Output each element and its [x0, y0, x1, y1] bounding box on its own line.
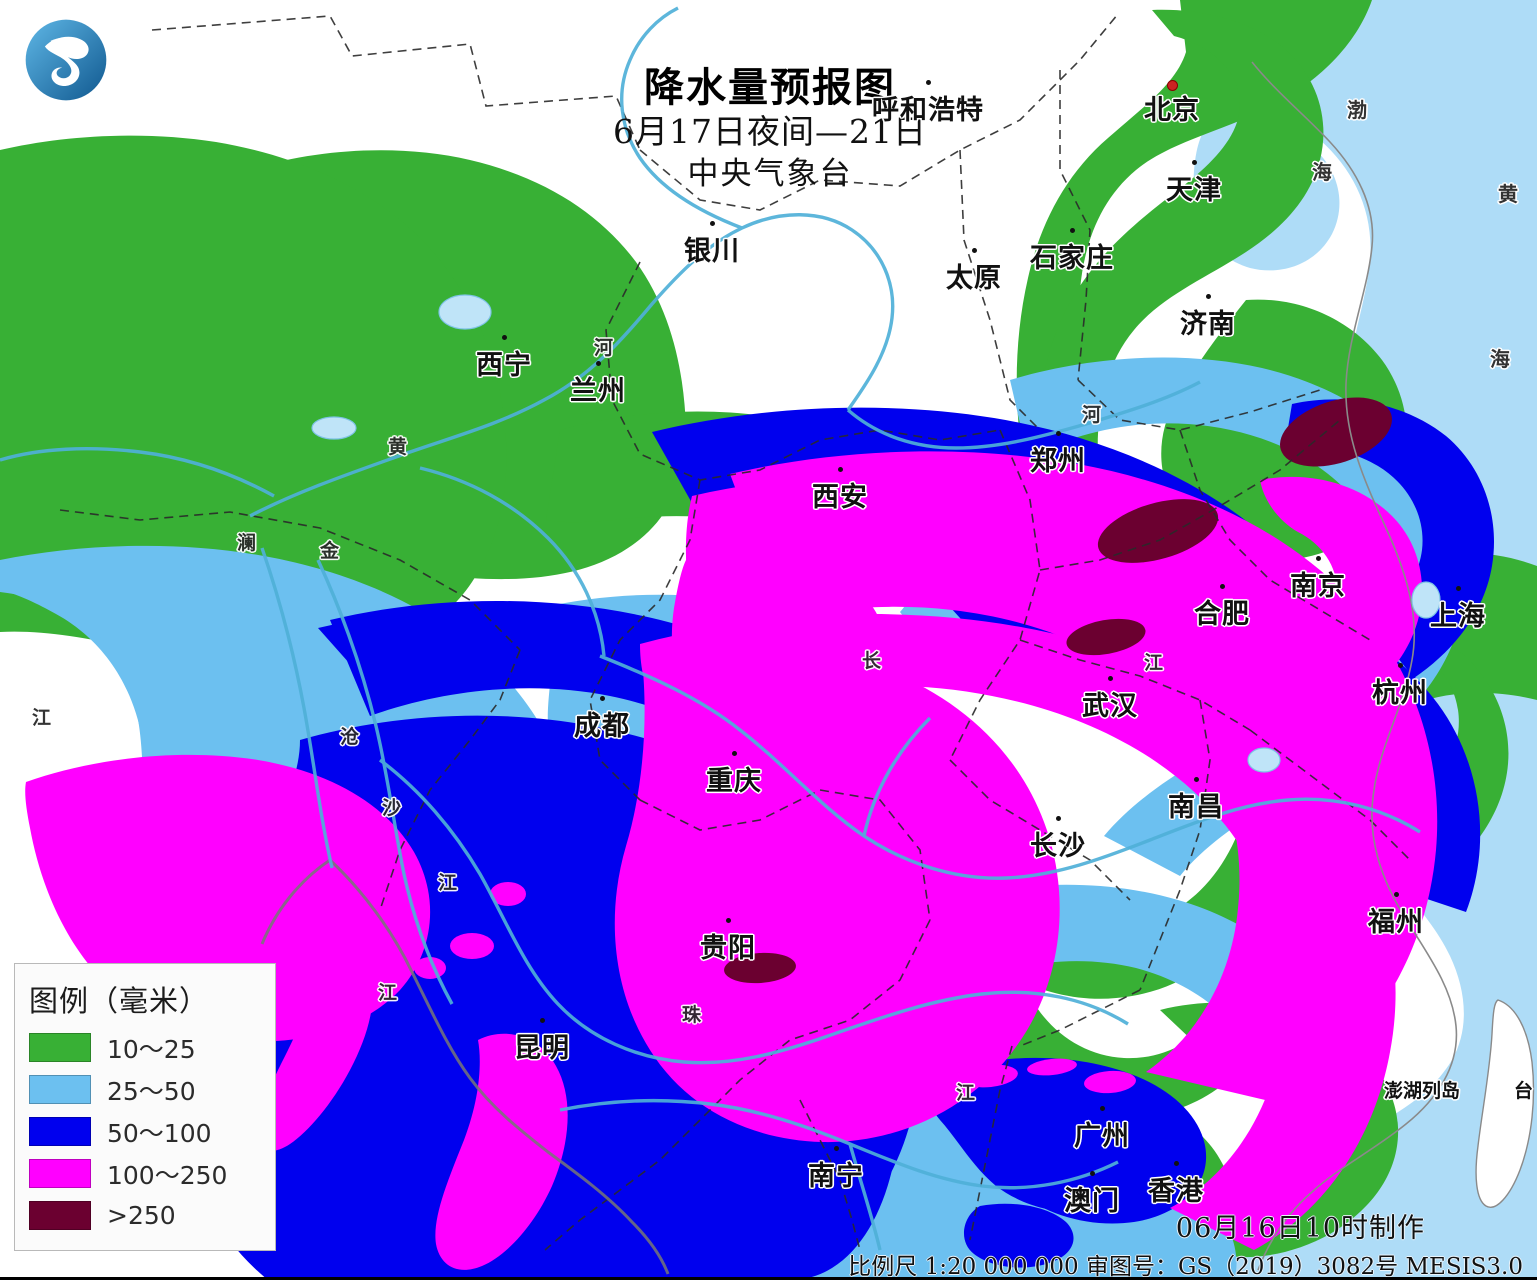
legend-item: 25～50 — [29, 1072, 275, 1107]
city-marker — [1192, 160, 1197, 165]
legend-item: >250 — [29, 1198, 275, 1233]
legend-panel: 图例（毫米） 10～25 25～50 50～100 100～250 >250 — [14, 963, 276, 1251]
capital-marker — [1167, 80, 1178, 91]
city-marker — [1206, 294, 1211, 299]
lakes — [311, 294, 1441, 773]
city-marker — [1394, 892, 1399, 897]
city-marker — [926, 80, 931, 85]
coastline — [1251, 61, 1458, 1271]
legend-rows: 10～25 25～50 50～100 100～250 >250 — [15, 1030, 275, 1233]
cma-logo-icon — [25, 19, 107, 101]
legend-item: 10～25 — [29, 1030, 275, 1065]
city-marker — [1056, 431, 1061, 436]
taiwan-island — [1475, 999, 1535, 1208]
legend-item: 50～100 — [29, 1114, 275, 1149]
city-marker — [1316, 556, 1321, 561]
city-marker — [838, 467, 843, 472]
city-marker — [1194, 777, 1199, 782]
legend-swatch — [29, 1201, 91, 1230]
legend-label: >250 — [107, 1201, 176, 1230]
city-marker — [540, 1018, 545, 1023]
production-time: 06月16日10时制作 — [1175, 1213, 1425, 1244]
city-marker — [1108, 676, 1113, 681]
legend-label: 25～50 — [107, 1076, 196, 1106]
city-marker — [596, 361, 601, 366]
legend-swatch — [29, 1159, 91, 1188]
river-network — [0, 6, 1421, 1251]
city-marker — [1398, 663, 1403, 668]
city-marker — [1174, 1161, 1179, 1166]
city-marker — [710, 221, 715, 226]
legend-label: 100～250 — [107, 1160, 228, 1190]
precip-band-100-250 — [25, 451, 1438, 1270]
legend-swatch — [29, 1117, 91, 1146]
city-marker — [834, 1146, 839, 1151]
city-marker — [600, 696, 605, 701]
city-marker — [1090, 1171, 1095, 1176]
legend-label: 50～100 — [107, 1118, 212, 1148]
legend-swatch — [29, 1075, 91, 1104]
city-marker — [726, 918, 731, 923]
city-marker — [1100, 1106, 1105, 1111]
city-marker — [1220, 584, 1225, 589]
scale-and-approval: 比例尺 1:20 000 000 审图号：GS（2019）3082号 MESIS… — [848, 1254, 1523, 1280]
legend-item: 100～250 — [29, 1156, 275, 1191]
national-border — [260, 858, 670, 1275]
city-marker — [502, 335, 507, 340]
legend-swatch — [29, 1033, 91, 1062]
precip-band-over-250 — [724, 397, 1392, 984]
province-boundaries — [59, 13, 1411, 1251]
ocean-fill — [881, 0, 1537, 1277]
legend-label: 10～25 — [107, 1034, 196, 1064]
city-marker — [1056, 816, 1061, 821]
city-marker — [1070, 228, 1075, 233]
city-marker — [1456, 586, 1461, 591]
city-marker — [972, 248, 977, 253]
city-marker — [732, 751, 737, 756]
legend-title: 图例（毫米） — [29, 984, 210, 1018]
